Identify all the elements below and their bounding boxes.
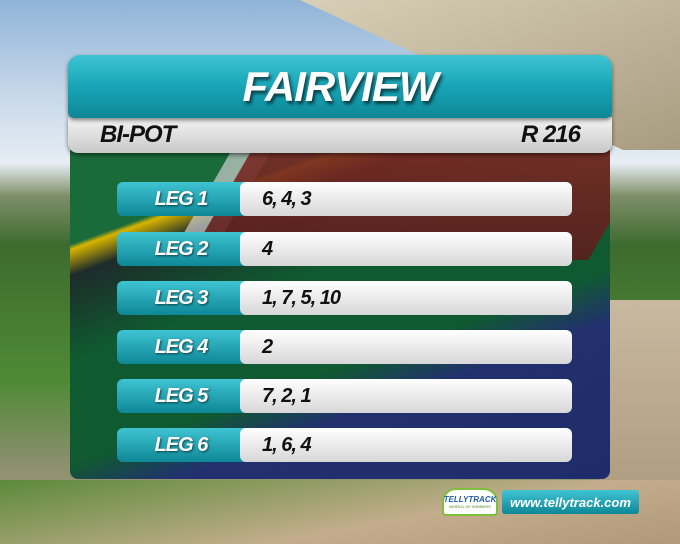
pool-amount: R 216 (520, 121, 581, 148)
tellytrack-logo: TELLYTRACK WORLD OF WINNERS (442, 488, 498, 516)
leg-row: LEG 5 7, 2, 1 (117, 379, 572, 413)
leg-row: LEG 3 1, 7, 5, 10 (117, 281, 572, 315)
leg-row: LEG 6 1, 6, 4 (117, 428, 572, 462)
logo-tagline: WORLD OF WINNERS (449, 504, 491, 509)
website-url: www.tellytrack.com (502, 490, 639, 514)
leg-label: LEG 1 (117, 182, 245, 216)
leg-runners: 2 (240, 330, 572, 364)
leg-label: LEG 5 (117, 379, 245, 413)
venue-header: FAIRVIEW (68, 55, 612, 118)
leg-runners: 1, 6, 4 (240, 428, 572, 462)
leg-label: LEG 3 (117, 281, 245, 315)
leg-label: LEG 2 (117, 232, 245, 266)
leg-runners: 4 (240, 232, 572, 266)
leg-label: LEG 6 (117, 428, 245, 462)
leg-row: LEG 1 6, 4, 3 (117, 182, 572, 216)
logo-text: TELLYTRACK (443, 495, 497, 504)
bipot-results-panel: FAIRVIEW BI-POT R 216 LEG 1 6, 4, 3 LEG 2… (68, 55, 612, 479)
branding-bar: TELLYTRACK WORLD OF WINNERS www.tellytra… (442, 488, 639, 516)
leg-runners: 1, 7, 5, 10 (240, 281, 572, 315)
bet-type: BI-POT (100, 121, 176, 148)
leg-label: LEG 4 (117, 330, 245, 364)
leg-runners: 7, 2, 1 (240, 379, 572, 413)
leg-runners: 6, 4, 3 (240, 182, 572, 216)
bet-info-bar: BI-POT R 216 (68, 117, 612, 153)
venue-title: FAIRVIEW (242, 62, 438, 110)
